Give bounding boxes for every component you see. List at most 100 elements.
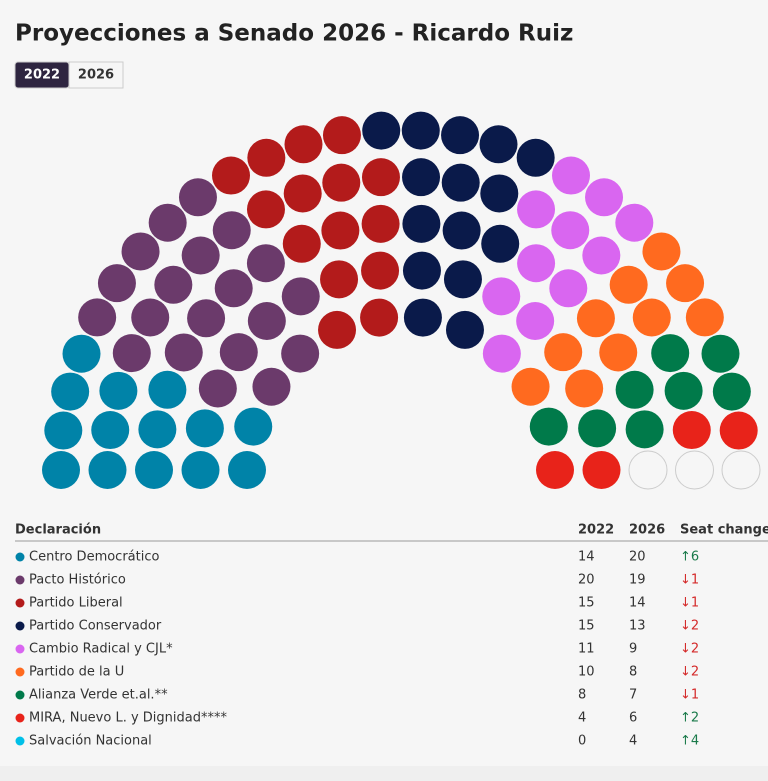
seat	[582, 451, 621, 489]
seat	[361, 251, 400, 290]
seat	[403, 298, 442, 337]
seat	[666, 264, 705, 303]
seat	[148, 203, 187, 242]
seat	[672, 411, 711, 450]
seat	[322, 116, 361, 155]
seats-2022: 10	[578, 665, 595, 680]
seat	[198, 369, 237, 408]
seat	[131, 298, 170, 337]
seat	[625, 410, 664, 449]
seat	[551, 211, 590, 250]
seat	[441, 116, 480, 155]
seat	[402, 204, 441, 243]
seat	[97, 264, 136, 303]
title: Proyecciones a Senado 2026 - Ricardo Rui…	[15, 21, 573, 47]
seats-2026: 4	[629, 734, 637, 749]
legend-dot	[15, 621, 25, 631]
seat	[402, 251, 441, 290]
seat	[552, 156, 590, 195]
seat	[701, 334, 740, 373]
seat	[91, 411, 130, 450]
seat	[322, 163, 361, 202]
seat	[42, 451, 80, 489]
seat	[247, 301, 286, 340]
party-name: Cambio Radical y CJL*	[29, 642, 173, 657]
seat	[246, 244, 285, 283]
seat	[443, 260, 482, 299]
seat	[214, 269, 253, 308]
party-name: Centro Democrático	[29, 550, 159, 565]
legend-dot	[15, 552, 25, 562]
seats-2022: 15	[578, 619, 595, 634]
seat	[154, 265, 193, 304]
seat	[442, 211, 481, 250]
seat	[481, 224, 520, 263]
seat	[121, 232, 160, 271]
legend-dot	[15, 575, 25, 585]
seats-2022: 0	[578, 734, 586, 749]
seat	[44, 411, 83, 450]
seat	[549, 269, 588, 308]
seat	[480, 174, 519, 213]
seat	[112, 334, 151, 373]
seat	[642, 232, 681, 271]
legend-dot	[15, 713, 25, 723]
seat	[318, 310, 357, 349]
seat	[482, 334, 521, 373]
seat	[62, 334, 101, 373]
table-header: 2022	[578, 523, 614, 538]
seat	[615, 203, 654, 242]
tab-label[interactable]: 2026	[78, 68, 114, 83]
seat	[609, 265, 648, 304]
vacant-seat	[675, 450, 714, 490]
seat	[148, 370, 187, 409]
seat	[401, 111, 440, 150]
seat-change: ↓2	[680, 642, 699, 657]
seats-2026: 19	[629, 573, 646, 588]
seat	[685, 298, 724, 337]
seat-change: ↓1	[680, 688, 699, 703]
seat	[361, 158, 400, 197]
party-name: Alianza Verde et.al.**	[29, 688, 168, 703]
seat	[651, 334, 690, 373]
tab-label[interactable]: 2022	[24, 68, 60, 83]
seat	[517, 190, 556, 229]
table-header: Declaración	[15, 523, 101, 538]
seat	[281, 334, 320, 373]
seat	[212, 211, 251, 250]
table-header: Seat change	[680, 523, 768, 538]
seat	[283, 174, 322, 213]
seats-2026: 9	[629, 642, 637, 657]
seat	[321, 211, 360, 250]
seat	[516, 301, 555, 340]
seat-change: ↓1	[680, 596, 699, 611]
seat-change: ↑6	[680, 550, 699, 565]
seats-2026: 8	[629, 665, 637, 680]
seat	[585, 178, 624, 217]
seat	[529, 407, 568, 446]
party-name: Partido Conservador	[29, 619, 162, 634]
seats-2022: 15	[578, 596, 595, 611]
seat	[78, 298, 117, 337]
seat	[228, 451, 266, 489]
vacant-seat	[721, 450, 761, 490]
seat	[164, 333, 203, 372]
seats-2022: 4	[578, 711, 586, 726]
seat	[511, 367, 550, 406]
seat	[212, 156, 250, 195]
seat	[88, 451, 127, 489]
seat	[516, 138, 555, 177]
seat	[517, 244, 556, 283]
seats-2022: 8	[578, 688, 586, 703]
seats-2022: 11	[578, 642, 595, 657]
legend-dot	[15, 690, 25, 700]
seat	[138, 410, 177, 449]
seat	[284, 125, 323, 164]
seat	[482, 277, 521, 316]
seat	[576, 299, 615, 338]
tab[interactable]	[68, 61, 124, 89]
seat	[181, 236, 220, 275]
seat	[712, 372, 751, 411]
seat	[252, 367, 291, 406]
